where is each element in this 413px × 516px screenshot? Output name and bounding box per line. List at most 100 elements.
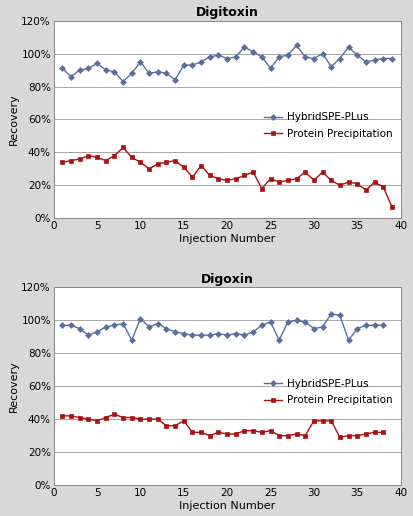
Protein Precipitation — [311, 418, 316, 424]
Protein Precipitation — [207, 432, 212, 439]
Line: Protein Precipitation: Protein Precipitation — [60, 146, 394, 209]
Protein Precipitation — [60, 413, 65, 419]
Protein Precipitation — [294, 175, 299, 182]
HybridSPE-PLus — [147, 324, 152, 330]
HybridSPE-PLus — [121, 78, 126, 85]
HybridSPE-PLus — [381, 55, 386, 61]
Protein Precipitation — [346, 432, 351, 439]
HybridSPE-PLus — [173, 329, 178, 335]
HybridSPE-PLus — [69, 74, 74, 80]
HybridSPE-PLus — [303, 319, 308, 325]
HybridSPE-PLus — [329, 63, 334, 70]
Line: Protein Precipitation: Protein Precipitation — [60, 412, 385, 439]
HybridSPE-PLus — [121, 320, 126, 327]
HybridSPE-PLus — [259, 54, 264, 60]
Protein Precipitation — [164, 423, 169, 429]
HybridSPE-PLus — [303, 54, 308, 60]
HybridSPE-PLus — [294, 317, 299, 324]
HybridSPE-PLus — [285, 52, 290, 58]
Protein Precipitation — [181, 418, 186, 424]
HybridSPE-PLus — [164, 70, 169, 76]
Line: HybridSPE-PLus: HybridSPE-PLus — [60, 43, 394, 84]
Protein Precipitation — [129, 414, 134, 421]
HybridSPE-PLus — [207, 332, 212, 338]
Protein Precipitation — [381, 184, 386, 190]
HybridSPE-PLus — [355, 326, 360, 332]
HybridSPE-PLus — [242, 332, 247, 338]
HybridSPE-PLus — [372, 322, 377, 328]
Protein Precipitation — [233, 175, 238, 182]
Protein Precipitation — [225, 431, 230, 437]
HybridSPE-PLus — [86, 66, 91, 72]
HybridSPE-PLus — [95, 60, 100, 67]
HybridSPE-PLus — [86, 332, 91, 338]
Protein Precipitation — [251, 169, 256, 175]
HybridSPE-PLus — [60, 66, 65, 72]
Protein Precipitation — [138, 416, 143, 422]
Protein Precipitation — [277, 179, 282, 185]
Protein Precipitation — [69, 413, 74, 419]
HybridSPE-PLus — [320, 324, 325, 330]
Protein Precipitation — [251, 428, 256, 434]
Protein Precipitation — [346, 179, 351, 185]
Protein Precipitation — [285, 178, 290, 184]
Protein Precipitation — [381, 429, 386, 436]
Protein Precipitation — [355, 432, 360, 439]
HybridSPE-PLus — [190, 62, 195, 68]
HybridSPE-PLus — [233, 54, 238, 60]
Protein Precipitation — [173, 423, 178, 429]
Protein Precipitation — [285, 432, 290, 439]
Protein Precipitation — [181, 164, 186, 170]
Protein Precipitation — [355, 181, 360, 187]
Protein Precipitation — [303, 169, 308, 175]
HybridSPE-PLus — [173, 77, 178, 83]
Title: Digoxin: Digoxin — [201, 273, 254, 286]
Protein Precipitation — [363, 431, 368, 437]
Y-axis label: Recovery: Recovery — [9, 360, 19, 412]
Protein Precipitation — [320, 169, 325, 175]
Protein Precipitation — [225, 178, 230, 184]
Legend: HybridSPE-PLus, Protein Precipitation: HybridSPE-PLus, Protein Precipitation — [261, 376, 395, 408]
HybridSPE-PLus — [112, 69, 117, 75]
Protein Precipitation — [216, 175, 221, 182]
HybridSPE-PLus — [389, 55, 394, 61]
Protein Precipitation — [363, 187, 368, 194]
HybridSPE-PLus — [103, 67, 108, 73]
Protein Precipitation — [242, 172, 247, 179]
Protein Precipitation — [372, 179, 377, 185]
HybridSPE-PLus — [311, 326, 316, 332]
Protein Precipitation — [60, 159, 65, 165]
Protein Precipitation — [268, 175, 273, 182]
HybridSPE-PLus — [372, 57, 377, 63]
HybridSPE-PLus — [103, 324, 108, 330]
Protein Precipitation — [77, 414, 82, 421]
Protein Precipitation — [155, 416, 160, 422]
Protein Precipitation — [199, 429, 204, 436]
HybridSPE-PLus — [277, 54, 282, 60]
HybridSPE-PLus — [95, 329, 100, 335]
Protein Precipitation — [320, 418, 325, 424]
HybridSPE-PLus — [277, 337, 282, 343]
Protein Precipitation — [138, 159, 143, 165]
Protein Precipitation — [216, 429, 221, 436]
Protein Precipitation — [337, 434, 342, 440]
HybridSPE-PLus — [381, 322, 386, 328]
X-axis label: Injection Number: Injection Number — [179, 501, 275, 511]
Y-axis label: Recovery: Recovery — [9, 93, 19, 146]
Protein Precipitation — [389, 204, 394, 210]
HybridSPE-PLus — [181, 62, 186, 68]
Protein Precipitation — [294, 431, 299, 437]
HybridSPE-PLus — [138, 316, 143, 322]
Protein Precipitation — [242, 428, 247, 434]
Title: Digitoxin: Digitoxin — [196, 7, 259, 20]
HybridSPE-PLus — [199, 332, 204, 338]
HybridSPE-PLus — [112, 322, 117, 328]
Line: HybridSPE-PLus: HybridSPE-PLus — [60, 312, 385, 342]
HybridSPE-PLus — [225, 332, 230, 338]
HybridSPE-PLus — [337, 55, 342, 61]
Protein Precipitation — [329, 418, 334, 424]
Protein Precipitation — [121, 144, 126, 151]
Protein Precipitation — [268, 428, 273, 434]
HybridSPE-PLus — [233, 330, 238, 336]
HybridSPE-PLus — [259, 322, 264, 328]
